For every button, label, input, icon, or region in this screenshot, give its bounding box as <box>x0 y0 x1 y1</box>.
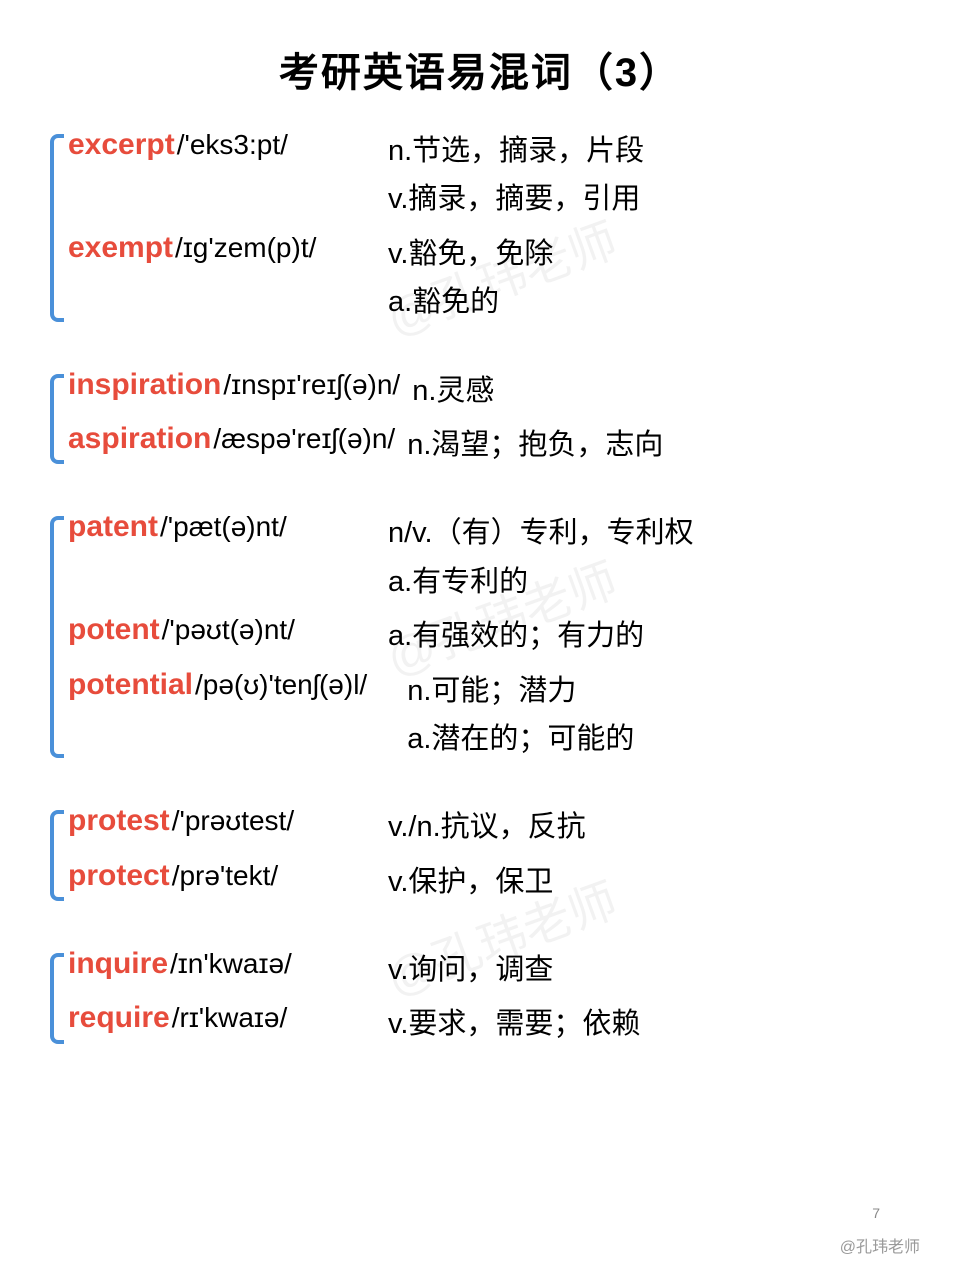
word-phonetic-col: potential /pə(ʊ)'tenʃ(ə)l/ <box>68 668 367 702</box>
word-group: protest /'prəʊtest/ v./n.抗议，反抗 protect /… <box>50 804 910 907</box>
word-entry: exempt /ɪg'zem(p)t/ v.豁免，免除 a.豁免的 <box>68 231 910 328</box>
definition-line: v.要求，需要；依赖 <box>388 1001 910 1047</box>
phonetic: /pə(ʊ)'tenʃ(ə)l/ <box>195 669 367 701</box>
word: exempt <box>68 231 173 265</box>
bracket-icon <box>50 374 64 465</box>
word: potent <box>68 613 160 647</box>
word-phonetic-col: require /rɪ'kwaɪə/ <box>68 1001 388 1035</box>
definition-line: n.可能；潜力 <box>407 668 910 714</box>
word-entry: potential /pə(ʊ)'tenʃ(ə)l/ n.可能；潜力 a.潜在的… <box>68 668 910 765</box>
word-group: inquire /ɪn'kwaɪə/ v.询问，调查 require /rɪ'k… <box>50 947 910 1050</box>
word-phonetic-col: excerpt /'eks3:pt/ <box>68 128 388 162</box>
definition-line: v.豁免，免除 <box>388 231 910 277</box>
phonetic: /rɪ'kwaɪə/ <box>172 1002 288 1034</box>
word: inspiration <box>68 368 221 402</box>
word: protest <box>68 804 170 838</box>
page-title: 考研英语易混词（3） <box>50 40 910 98</box>
definition-line: a.有专利的 <box>388 559 910 605</box>
definition: v./n.抗议，反抗 <box>388 804 910 852</box>
definition: n.可能；潜力 a.潜在的；可能的 <box>407 668 910 765</box>
word-entry: inquire /ɪn'kwaɪə/ v.询问，调查 <box>68 947 910 995</box>
bracket-icon <box>50 134 64 322</box>
word-entry: inspiration /ɪnspɪ'reɪʃ(ə)n/ n.灵感 <box>68 368 910 416</box>
definition: a.有强效的；有力的 <box>388 613 910 661</box>
word-phonetic-col: potent /'pəʊt(ə)nt/ <box>68 613 388 647</box>
word-phonetic-col: protest /'prəʊtest/ <box>68 804 388 838</box>
word-group: inspiration /ɪnspɪ'reɪʃ(ə)n/ n.灵感 aspira… <box>50 368 910 471</box>
bracket-icon <box>50 810 64 901</box>
phonetic: /ɪg'zem(p)t/ <box>175 232 316 264</box>
word: excerpt <box>68 128 175 162</box>
definition-line: a.有强效的；有力的 <box>388 613 910 659</box>
word-entry: potent /'pəʊt(ə)nt/ a.有强效的；有力的 <box>68 613 910 661</box>
word-entry: excerpt /'eks3:pt/ n.节选，摘录，片段 v.摘录，摘要，引用 <box>68 128 910 225</box>
word: inquire <box>68 947 168 981</box>
phonetic: /'pæt(ə)nt/ <box>160 511 287 543</box>
definition: n.节选，摘录，片段 v.摘录，摘要，引用 <box>388 128 910 225</box>
phonetic: /ɪnspɪ'reɪʃ(ə)n/ <box>223 369 400 401</box>
phonetic: /'pəʊt(ə)nt/ <box>162 614 295 646</box>
word-phonetic-col: inquire /ɪn'kwaɪə/ <box>68 947 388 981</box>
definition-line: a.潜在的；可能的 <box>407 716 910 762</box>
word-phonetic-col: patent /'pæt(ə)nt/ <box>68 510 388 544</box>
definition-line: n.渴望；抱负，志向 <box>407 422 910 468</box>
phonetic: /prə'tekt/ <box>172 860 279 892</box>
watermark-footer: @孔玮老师 <box>840 1233 920 1257</box>
word-phonetic-col: exempt /ɪg'zem(p)t/ <box>68 231 388 265</box>
bracket-icon <box>50 953 64 1044</box>
page-number: 7 <box>872 1205 880 1221</box>
word-entry: protest /'prəʊtest/ v./n.抗议，反抗 <box>68 804 910 852</box>
word-entry: protect /prə'tekt/ v.保护，保卫 <box>68 859 910 907</box>
definition: v.询问，调查 <box>388 947 910 995</box>
definition-line: v.摘录，摘要，引用 <box>388 176 910 222</box>
word-phonetic-col: aspiration /æspə'reɪʃ(ə)n/ <box>68 422 395 456</box>
word: require <box>68 1001 170 1035</box>
word: potential <box>68 668 193 702</box>
definition: n/v.（有）专利，专利权 a.有专利的 <box>388 510 910 607</box>
definition-line: v./n.抗议，反抗 <box>388 804 910 850</box>
definition-line: v.保护，保卫 <box>388 859 910 905</box>
bracket-icon <box>50 516 64 758</box>
word-entry: require /rɪ'kwaɪə/ v.要求，需要；依赖 <box>68 1001 910 1049</box>
phonetic: /'eks3:pt/ <box>177 129 288 161</box>
definition: v.豁免，免除 a.豁免的 <box>388 231 910 328</box>
word: patent <box>68 510 158 544</box>
phonetic: /'prəʊtest/ <box>172 805 294 837</box>
definition-line: v.询问，调查 <box>388 947 910 993</box>
word: protect <box>68 859 170 893</box>
word-phonetic-col: inspiration /ɪnspɪ'reɪʃ(ə)n/ <box>68 368 400 402</box>
definition: v.保护，保卫 <box>388 859 910 907</box>
definition-line: n.灵感 <box>412 368 910 414</box>
definition: n.灵感 <box>412 368 910 416</box>
definition-line: a.豁免的 <box>388 279 910 325</box>
definition: n.渴望；抱负，志向 <box>407 422 910 470</box>
definition-line: n.节选，摘录，片段 <box>388 128 910 174</box>
definition: v.要求，需要；依赖 <box>388 1001 910 1049</box>
word-entry: aspiration /æspə'reɪʃ(ə)n/ n.渴望；抱负，志向 <box>68 422 910 470</box>
phonetic: /ɪn'kwaɪə/ <box>170 948 292 980</box>
word-phonetic-col: protect /prə'tekt/ <box>68 859 388 893</box>
word-group: patent /'pæt(ə)nt/ n/v.（有）专利，专利权 a.有专利的 … <box>50 510 910 764</box>
word-entry: patent /'pæt(ə)nt/ n/v.（有）专利，专利权 a.有专利的 <box>68 510 910 607</box>
word: aspiration <box>68 422 211 456</box>
definition-line: n/v.（有）专利，专利权 <box>388 510 910 556</box>
phonetic: /æspə'reɪʃ(ə)n/ <box>213 423 395 455</box>
word-group: excerpt /'eks3:pt/ n.节选，摘录，片段 v.摘录，摘要，引用… <box>50 128 910 328</box>
